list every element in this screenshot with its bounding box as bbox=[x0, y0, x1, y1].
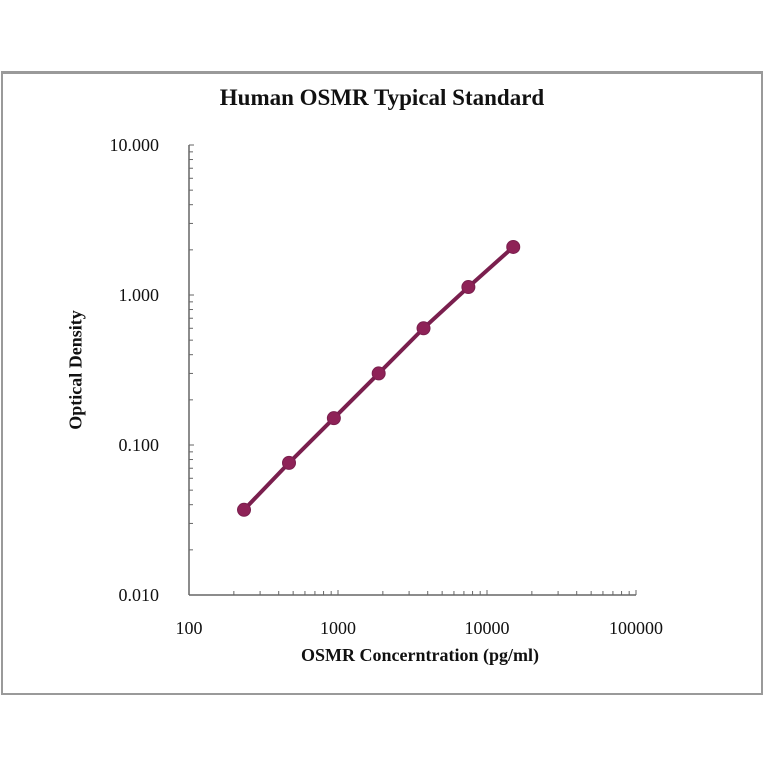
data-point-marker bbox=[282, 455, 297, 470]
data-point-marker bbox=[371, 366, 386, 381]
data-point-marker bbox=[326, 411, 341, 426]
axes: 10.000 1.000 0.100 0.010 100 1000 10000 100000 bbox=[110, 135, 664, 638]
data-series bbox=[237, 239, 521, 517]
data-point-marker bbox=[237, 502, 252, 517]
data-point-marker bbox=[506, 239, 521, 254]
y-tick-label: 0.010 bbox=[119, 585, 160, 605]
y-tick-label: 0.100 bbox=[119, 435, 160, 455]
x-tick-label: 10000 bbox=[465, 618, 510, 638]
y-tick-label: 10.000 bbox=[110, 135, 160, 155]
x-tick-label: 100000 bbox=[609, 618, 663, 638]
y-tick-label: 1.000 bbox=[119, 285, 160, 305]
data-point-marker bbox=[416, 321, 431, 336]
x-tick-label: 100 bbox=[176, 618, 203, 638]
chart-title: Human OSMR Typical Standard bbox=[219, 85, 545, 110]
x-axis-label: OSMR Concerntration (pg/ml) bbox=[301, 645, 539, 665]
x-tick-label: 1000 bbox=[320, 618, 356, 638]
data-point-marker bbox=[461, 280, 476, 295]
